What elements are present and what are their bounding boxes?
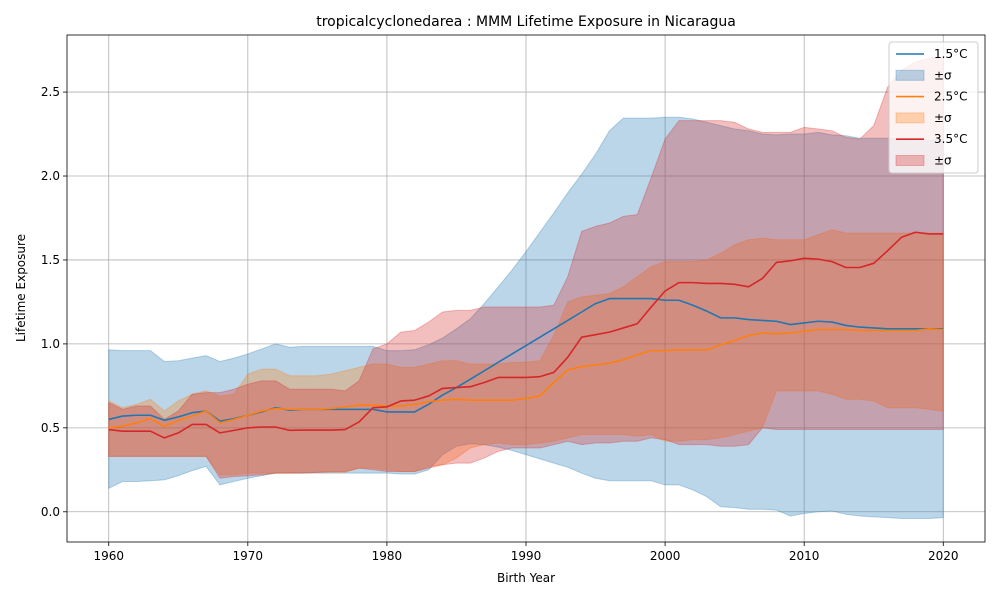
x-tick-label: 1970	[233, 549, 264, 563]
legend-box	[888, 41, 979, 174]
y-tick-label: 0.5	[41, 421, 60, 435]
legend-band-swatch	[895, 69, 925, 81]
legend-band-swatch	[895, 112, 925, 124]
sigma-band-0	[108, 116, 944, 519]
grid	[67, 35, 985, 542]
sigma-band-1	[108, 229, 944, 476]
y-axis-label: Lifetime Exposure	[14, 234, 28, 342]
y-axis: 0.0 0.5 1.0 1.5 2.0 2.5	[41, 85, 67, 519]
y-tick-label: 1.5	[41, 253, 60, 267]
y-tick-label: 2.0	[41, 169, 60, 183]
legend-label: ±σ	[934, 154, 952, 168]
legend-label: ±σ	[934, 68, 952, 82]
x-tick-label: 1980	[372, 549, 403, 563]
x-tick-label: 2020	[928, 549, 959, 563]
lines	[108, 231, 944, 439]
x-tick-label: 2010	[789, 549, 820, 563]
legend-label: ±σ	[934, 111, 952, 125]
legend-band-swatch	[895, 155, 925, 166]
x-tick-label: 2000	[650, 549, 681, 563]
y-tick-label: 1.0	[41, 337, 60, 351]
y-tick-label: 2.5	[41, 85, 60, 99]
sigma-band-2	[108, 56, 944, 479]
x-tick-label: 1990	[511, 549, 542, 563]
x-axis: 1960 1970 1980 1990 2000 2010 2020	[93, 542, 959, 563]
x-axis-label: Birth Year	[497, 571, 555, 585]
legend-label: 1.5°C	[934, 47, 967, 61]
x-tick-label: 1960	[93, 549, 124, 563]
bands	[108, 56, 944, 519]
legend: 1.5°C ±σ 2.5°C ±σ 3.5°C ±σ	[888, 41, 979, 174]
legend-label: 3.5°C	[934, 132, 967, 146]
series-line-1	[108, 327, 944, 429]
series-line-2	[108, 231, 944, 439]
legend-label: 2.5°C	[934, 90, 967, 104]
y-tick-label: 0.0	[41, 505, 60, 519]
chart-title: tropicalcyclonedarea : MMM Lifetime Expo…	[316, 14, 736, 30]
